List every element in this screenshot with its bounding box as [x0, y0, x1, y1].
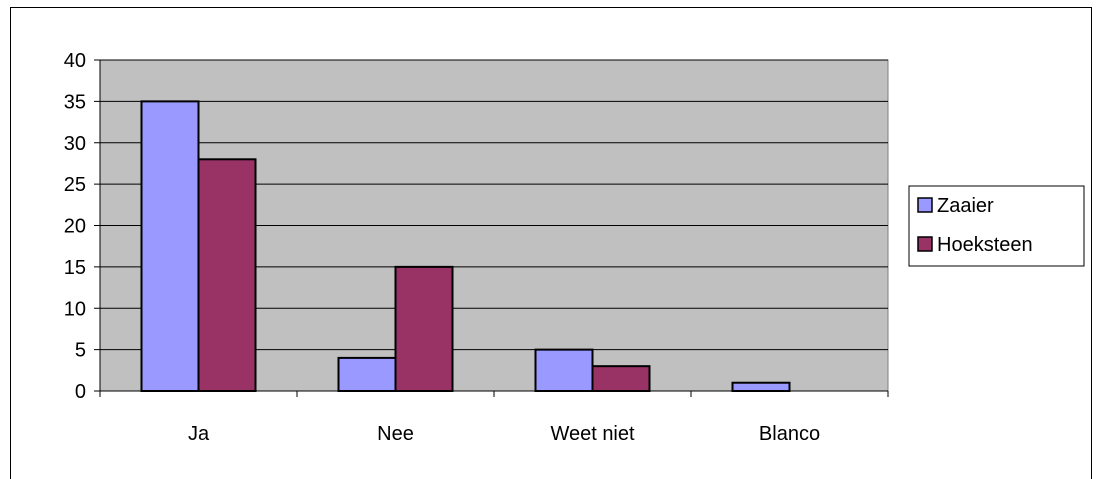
- y-tick-label: 20: [64, 216, 86, 238]
- y-tick-label: 35: [64, 91, 86, 113]
- bar-zaaier-ja: [140, 100, 200, 392]
- bar-zaaier-nee: [337, 356, 397, 392]
- bars: [140, 100, 791, 393]
- bar-zaaier-blanco: [731, 381, 791, 393]
- y-tick-label: 40: [64, 50, 86, 72]
- x-tick-label: Ja: [188, 423, 210, 445]
- y-tick-label: 30: [64, 133, 86, 155]
- bar-zaaier-weet-niet: [534, 348, 594, 392]
- legend-label-zaaier: Zaaier: [937, 195, 994, 217]
- x-tick-label: Nee: [377, 423, 414, 445]
- y-tick-label: 15: [64, 257, 86, 279]
- y-tick-label: 5: [75, 340, 86, 362]
- axes: [94, 59, 889, 397]
- x-tick-label: Weet niet: [550, 423, 635, 445]
- bar-hoeksteen-ja: [197, 158, 257, 392]
- y-tick-label: 25: [64, 174, 86, 196]
- y-tick-label: 10: [64, 298, 86, 320]
- bar-hoeksteen-nee: [394, 265, 454, 392]
- bar-hoeksteen-weet-niet: [591, 365, 651, 392]
- legend-label-hoeksteen: Hoeksteen: [937, 234, 1033, 256]
- legend: Zaaier Hoeksteen: [908, 185, 1085, 267]
- y-tick-label: 0: [75, 381, 86, 403]
- legend-swatch-zaaier: [917, 197, 933, 213]
- legend-box: [908, 185, 1085, 267]
- tick-labels: 0 5 10 15 20 25 30 35 40 Ja Nee Weet niet Blanco: [64, 50, 820, 445]
- legend-swatch-hoeksteen: [917, 236, 933, 252]
- x-tick-label: Blanco: [759, 423, 820, 445]
